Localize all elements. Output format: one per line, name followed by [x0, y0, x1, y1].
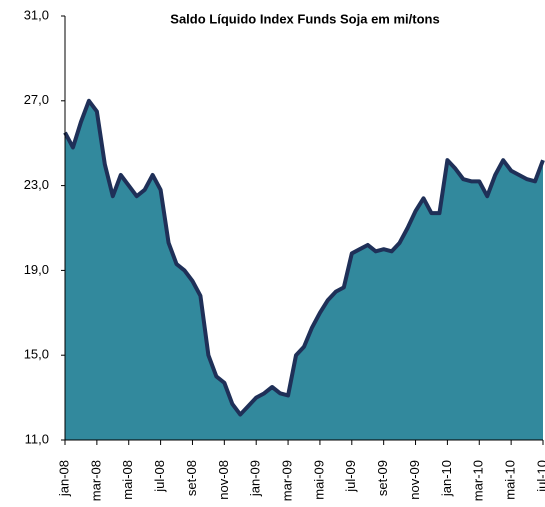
line — [63, 98, 545, 417]
y-tick-label: 31,0 — [24, 7, 49, 22]
x-tick-label: jul-08 — [152, 460, 167, 493]
x-tick-label: jan-10 — [439, 460, 454, 497]
y-tick-label: 11,0 — [25, 431, 49, 446]
x-tick-label: jan-08 — [56, 460, 71, 497]
x-tick-label: set-08 — [184, 460, 199, 496]
x-tick-label: mar-08 — [88, 460, 103, 501]
x-tick-label: mar-10 — [471, 460, 486, 501]
x-tick-label: jul-09 — [343, 460, 358, 493]
x-tick-label: set-09 — [375, 460, 390, 496]
x-tick-label: jul-10 — [534, 460, 545, 493]
x-tick-label: mar-09 — [280, 460, 295, 501]
chart-title: Saldo Líquido Index Funds Soja em mi/ton… — [170, 11, 439, 26]
x-tick-label: nov-09 — [407, 460, 422, 500]
y-tick-label: 15,0 — [24, 347, 49, 362]
x-tick-label: jan-09 — [248, 460, 263, 497]
x-tick-label: nov-08 — [216, 460, 231, 500]
y-tick-label: 27,0 — [24, 92, 49, 107]
x-tick-label: mai-10 — [503, 460, 518, 500]
y-tick-label: 19,0 — [24, 262, 49, 277]
x-tick-label: mai-09 — [311, 460, 326, 500]
area — [65, 100, 543, 441]
y-tick-label: 23,0 — [24, 177, 49, 192]
x-tick-label: mai-08 — [120, 460, 135, 500]
